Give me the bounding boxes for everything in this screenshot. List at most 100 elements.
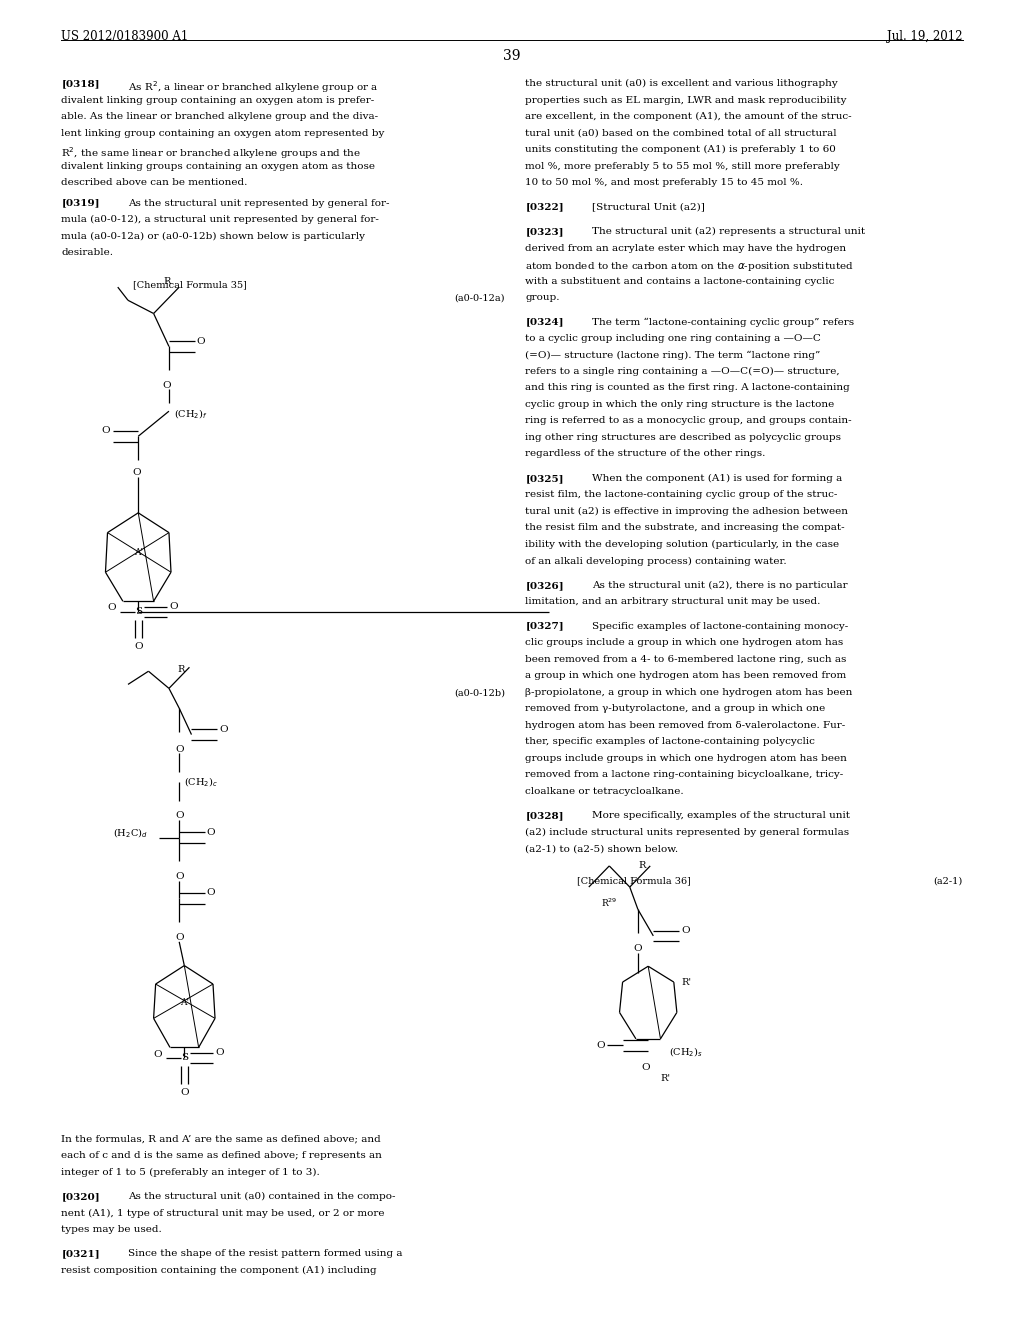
Text: [Chemical Formula 35]: [Chemical Formula 35] (133, 280, 247, 289)
Text: (a0-0-12b): (a0-0-12b) (454, 688, 505, 697)
Text: R': R' (660, 1074, 671, 1084)
Text: O: O (108, 603, 116, 612)
Text: limitation, and an arbitrary structural unit may be used.: limitation, and an arbitrary structural … (525, 597, 820, 606)
Text: cloalkane or tetracycloalkane.: cloalkane or tetracycloalkane. (525, 787, 684, 796)
Text: are excellent, in the component (A1), the amount of the struc-: are excellent, in the component (A1), th… (525, 112, 852, 121)
Text: As the structural unit (a0) contained in the compo-: As the structural unit (a0) contained in… (128, 1192, 395, 1201)
Text: β-propiolatone, a group in which one hydrogen atom has been: β-propiolatone, a group in which one hyd… (525, 688, 853, 697)
Text: (a2) include structural units represented by general formulas: (a2) include structural units represente… (525, 828, 850, 837)
Text: described above can be mentioned.: described above can be mentioned. (61, 178, 248, 187)
Text: regardless of the structure of the other rings.: regardless of the structure of the other… (525, 449, 766, 458)
Text: R$^2$, the same linear or branched alkylene groups and the: R$^2$, the same linear or branched alkyl… (61, 145, 361, 161)
Text: group.: group. (525, 293, 560, 302)
Text: [0325]: [0325] (525, 474, 564, 483)
Text: In the formulas, R and A’ are the same as defined above; and: In the formulas, R and A’ are the same a… (61, 1134, 381, 1143)
Text: [Structural Unit (a2)]: [Structural Unit (a2)] (592, 202, 705, 211)
Text: As the structural unit represented by general for-: As the structural unit represented by ge… (128, 198, 389, 207)
Text: As R$^2$, a linear or branched alkylene group or a: As R$^2$, a linear or branched alkylene … (128, 79, 379, 95)
Text: to a cyclic group including one ring containing a —O—C: to a cyclic group including one ring con… (525, 334, 821, 343)
Text: of an alkali developing process) containing water.: of an alkali developing process) contain… (525, 556, 786, 565)
Text: [0323]: [0323] (525, 227, 564, 236)
Text: hydrogen atom has been removed from δ-valerolactone. Fur-: hydrogen atom has been removed from δ-va… (525, 721, 846, 730)
Text: Jul. 19, 2012: Jul. 19, 2012 (887, 30, 963, 44)
Text: O: O (597, 1041, 605, 1049)
Text: O: O (642, 1063, 650, 1072)
Text: When the component (A1) is used for forming a: When the component (A1) is used for form… (592, 474, 842, 483)
Text: nent (A1), 1 type of structural unit may be used, or 2 or more: nent (A1), 1 type of structural unit may… (61, 1208, 385, 1217)
Text: R: R (638, 861, 645, 870)
Text: atom bonded to the carbon atom on the $\alpha$-position substituted: atom bonded to the carbon atom on the $\… (525, 260, 854, 273)
Text: 39: 39 (503, 49, 521, 63)
Text: R': R' (681, 978, 691, 986)
Text: tural unit (a2) is effective in improving the adhesion between: tural unit (a2) is effective in improvin… (525, 507, 848, 516)
Text: ther, specific examples of lactone-containing polycyclic: ther, specific examples of lactone-conta… (525, 737, 815, 746)
Text: More specifically, examples of the structural unit: More specifically, examples of the struc… (592, 810, 850, 820)
Text: mula (a0-0-12a) or (a0-0-12b) shown below is particularly: mula (a0-0-12a) or (a0-0-12b) shown belo… (61, 231, 366, 240)
Text: groups include groups in which one hydrogen atom has been: groups include groups in which one hydro… (525, 754, 847, 763)
Text: lent linking group containing an oxygen atom represented by: lent linking group containing an oxygen … (61, 128, 385, 137)
Text: the structural unit (a0) is excellent and various lithography: the structural unit (a0) is excellent an… (525, 79, 838, 88)
Text: clic groups include a group in which one hydrogen atom has: clic groups include a group in which one… (525, 638, 844, 647)
Text: O: O (101, 426, 110, 436)
Text: [Chemical Formula 36]: [Chemical Formula 36] (577, 876, 690, 886)
Text: US 2012/0183900 A1: US 2012/0183900 A1 (61, 30, 188, 44)
Text: units constituting the component (A1) is preferably 1 to 60: units constituting the component (A1) is… (525, 145, 837, 154)
Text: O: O (215, 1048, 223, 1057)
Text: mol %, more preferably 5 to 55 mol %, still more preferably: mol %, more preferably 5 to 55 mol %, st… (525, 161, 840, 170)
Text: O: O (169, 602, 177, 611)
Text: [0326]: [0326] (525, 581, 564, 590)
Text: A': A' (134, 548, 142, 557)
Text: R: R (177, 664, 184, 673)
Text: [0318]: [0318] (61, 79, 100, 88)
Text: (a2-1): (a2-1) (933, 876, 963, 886)
Text: a group in which one hydrogen atom has been removed from: a group in which one hydrogen atom has b… (525, 671, 847, 680)
Text: Specific examples of lactone-containing monocy-: Specific examples of lactone-containing … (592, 622, 848, 631)
Text: divalent linking groups containing an oxygen atom as those: divalent linking groups containing an ox… (61, 161, 376, 170)
Text: O: O (207, 888, 215, 898)
Text: properties such as EL margin, LWR and mask reproducibility: properties such as EL margin, LWR and ma… (525, 96, 847, 104)
Text: each of c and d is the same as defined above; f represents an: each of c and d is the same as defined a… (61, 1151, 382, 1160)
Text: S: S (181, 1053, 187, 1063)
Text: (CH$_2$)$_c$: (CH$_2$)$_c$ (184, 775, 218, 789)
Text: with a substituent and contains a lactone-containing cyclic: with a substituent and contains a lacton… (525, 276, 835, 285)
Text: types may be used.: types may be used. (61, 1225, 162, 1234)
Text: ing other ring structures are described as polycyclic groups: ing other ring structures are described … (525, 433, 842, 442)
Text: O: O (134, 642, 142, 651)
Text: Since the shape of the resist pattern formed using a: Since the shape of the resist pattern fo… (128, 1249, 402, 1258)
Text: O: O (132, 467, 140, 477)
Text: O: O (154, 1049, 162, 1059)
Text: As the structural unit (a2), there is no particular: As the structural unit (a2), there is no… (592, 581, 848, 590)
Text: O: O (207, 828, 215, 837)
Text: [0320]: [0320] (61, 1192, 100, 1201)
Text: R: R (164, 276, 171, 285)
Text: and this ring is counted as the first ring. A lactone-containing: and this ring is counted as the first ri… (525, 383, 850, 392)
Text: able. As the linear or branched alkylene group and the diva-: able. As the linear or branched alkylene… (61, 112, 379, 121)
Text: resist composition containing the component (A1) including: resist composition containing the compon… (61, 1266, 377, 1275)
Text: divalent linking group containing an oxygen atom is prefer-: divalent linking group containing an oxy… (61, 96, 375, 104)
Text: R$^{29}$: R$^{29}$ (601, 896, 617, 909)
Text: [0322]: [0322] (525, 202, 564, 211)
Text: ring is referred to as a monocyclic group, and groups contain-: ring is referred to as a monocyclic grou… (525, 416, 852, 425)
Text: S: S (135, 607, 141, 616)
Text: resist film, the lactone-containing cyclic group of the struc-: resist film, the lactone-containing cycl… (525, 490, 838, 499)
Text: (CH$_2$)$_f$: (CH$_2$)$_f$ (174, 407, 208, 421)
Text: refers to a single ring containing a —O—C(=O)— structure,: refers to a single ring containing a —O—… (525, 367, 840, 376)
Text: The term “lactone-containing cyclic group” refers: The term “lactone-containing cyclic grou… (592, 317, 854, 327)
Text: O: O (197, 337, 205, 346)
Text: O: O (180, 1088, 188, 1097)
Text: desirable.: desirable. (61, 248, 114, 257)
Text: [0327]: [0327] (525, 622, 564, 631)
Text: [0319]: [0319] (61, 198, 100, 207)
Text: ibility with the developing solution (particularly, in the case: ibility with the developing solution (pa… (525, 540, 840, 549)
Text: O: O (634, 944, 642, 953)
Text: 10 to 50 mol %, and most preferably 15 to 45 mol %.: 10 to 50 mol %, and most preferably 15 t… (525, 178, 803, 187)
Text: O: O (175, 871, 183, 880)
Text: cyclic group in which the only ring structure is the lactone: cyclic group in which the only ring stru… (525, 400, 835, 409)
Text: been removed from a 4- to 6-membered lactone ring, such as: been removed from a 4- to 6-membered lac… (525, 655, 847, 664)
Text: O: O (681, 927, 689, 935)
Text: (a2-1) to (a2-5) shown below.: (a2-1) to (a2-5) shown below. (525, 843, 679, 853)
Text: (a0-0-12a): (a0-0-12a) (455, 293, 505, 302)
Text: [0324]: [0324] (525, 317, 564, 326)
Text: integer of 1 to 5 (preferably an integer of 1 to 3).: integer of 1 to 5 (preferably an integer… (61, 1167, 321, 1176)
Text: [0321]: [0321] (61, 1249, 100, 1258)
